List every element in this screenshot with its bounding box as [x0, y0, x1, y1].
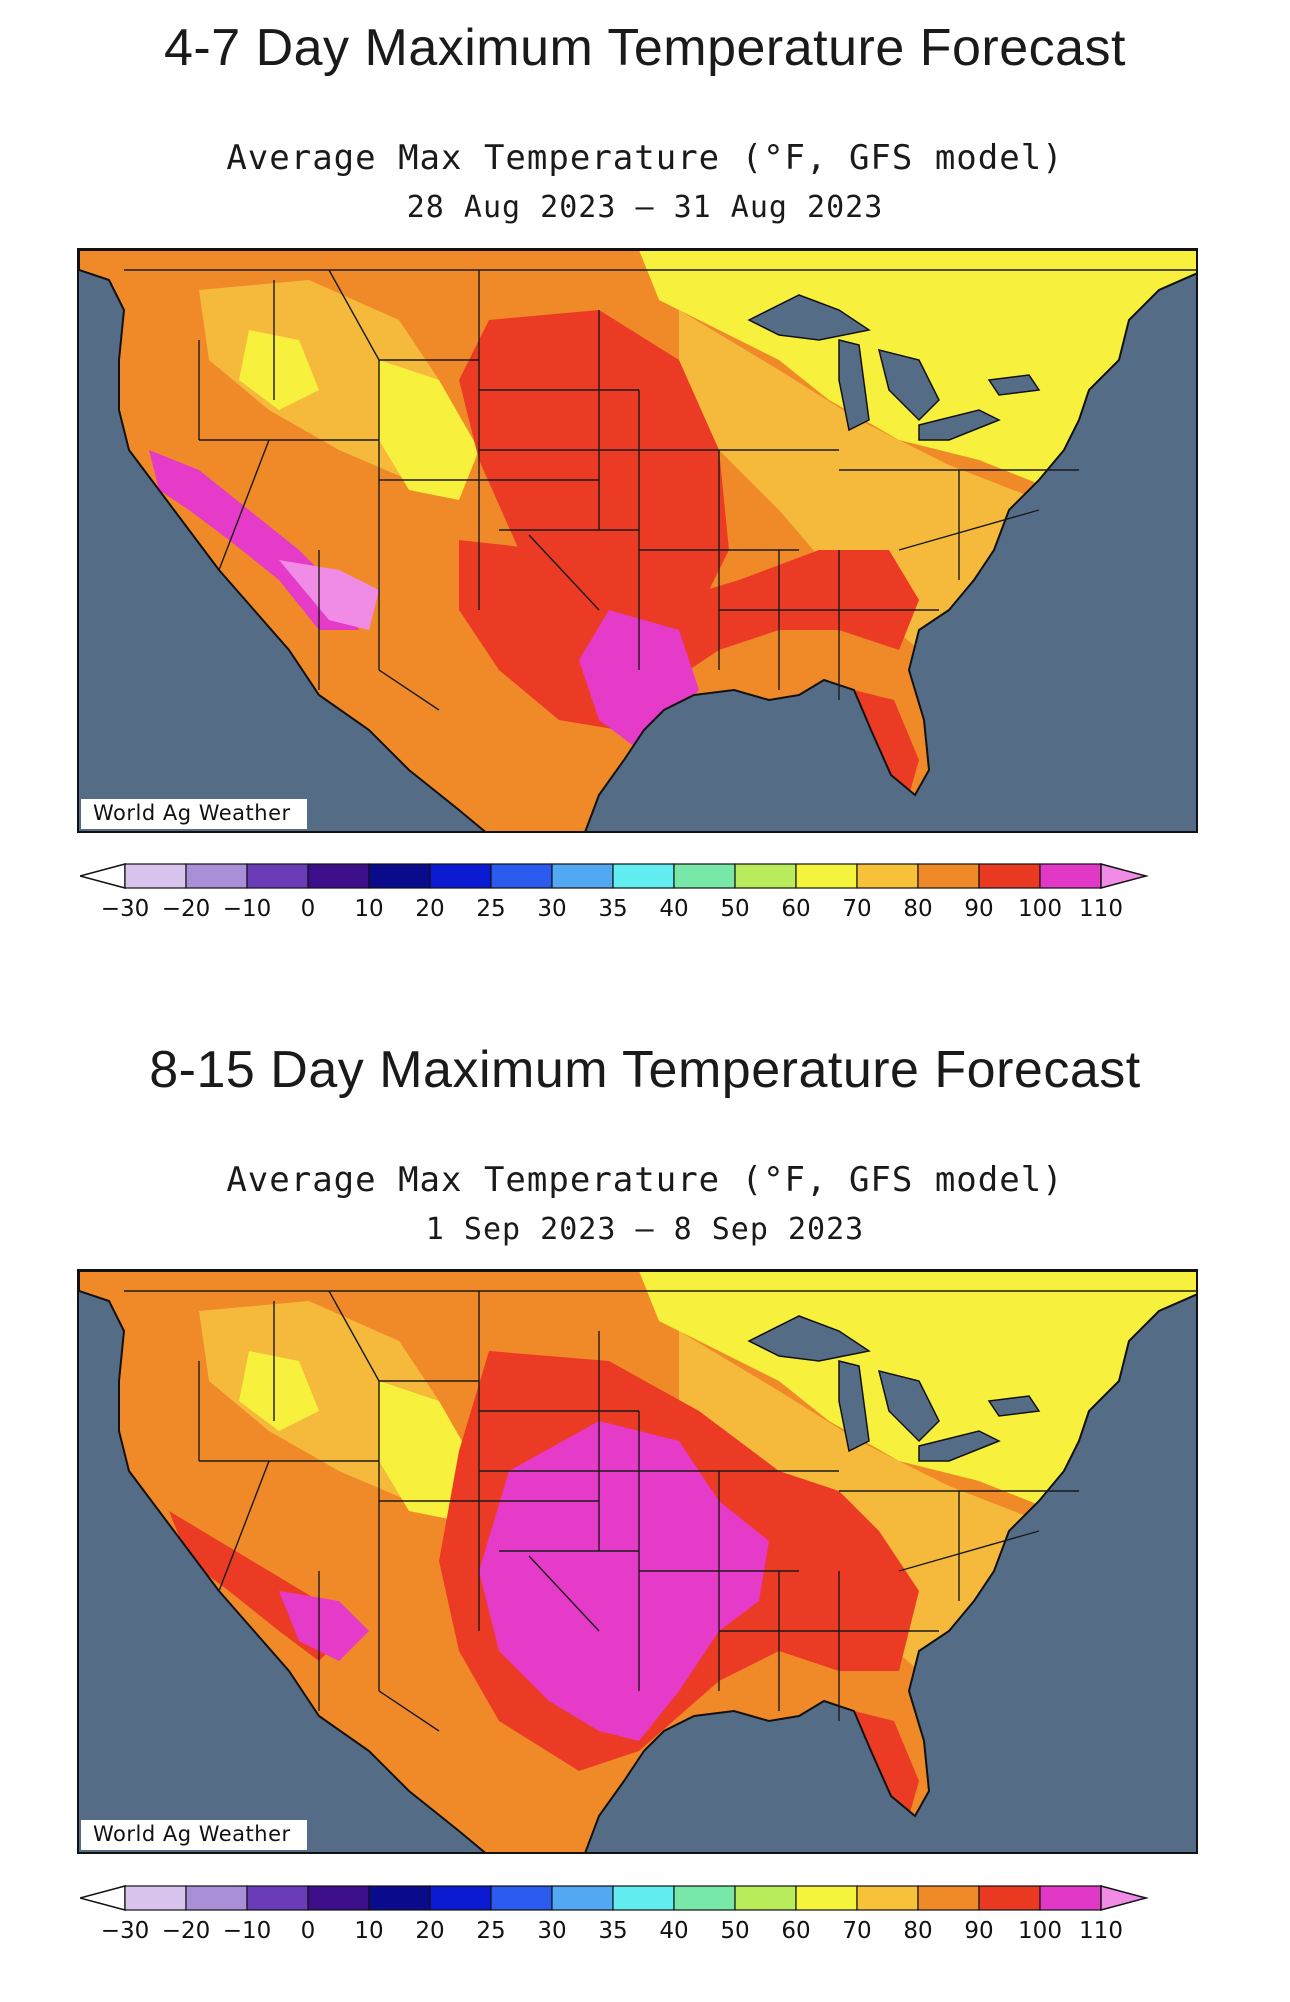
- legend-swatch-8: [552, 1886, 613, 1910]
- map-graphic: [79, 1271, 1198, 1854]
- legend-tick-label: 80: [903, 1918, 932, 1944]
- temperature-map: World Ag Weather: [77, 248, 1198, 833]
- legend-swatch-6: [430, 1886, 491, 1910]
- legend-tick-label: −30: [101, 1918, 150, 1944]
- legend-tick-label: 60: [781, 896, 810, 922]
- color-scale-legend: −30 −20 −10 0 10 20 25 30 35 40 50 60 70 80 90 100 110: [80, 1882, 1200, 1952]
- color-scale-bar: [80, 1882, 1200, 1922]
- legend-swatch-10: [674, 864, 735, 888]
- legend-tick-label: 25: [476, 1918, 505, 1944]
- legend-tick-label: 40: [659, 896, 688, 922]
- legend-swatch-9: [613, 1886, 674, 1910]
- legend-tick-label: 90: [964, 896, 993, 922]
- legend-swatch-9: [613, 864, 674, 888]
- legend-swatch-3: [247, 1886, 308, 1910]
- legend-swatch-13: [857, 864, 918, 888]
- legend-tick-label: 35: [598, 1918, 627, 1944]
- legend-tick-label: 60: [781, 1918, 810, 1944]
- legend-tick-label: 40: [659, 1918, 688, 1944]
- legend-swatch-4: [308, 1886, 369, 1910]
- legend-swatch-15: [979, 864, 1040, 888]
- legend-swatch-16: [1040, 1886, 1101, 1910]
- legend-swatch-2: [186, 1886, 247, 1910]
- color-scale-legend: −30 −20 −10 0 10 20 25 30 35 40 50 60 70 80 90 100 110: [80, 860, 1200, 930]
- legend-tick-label: −20: [162, 896, 211, 922]
- legend-tick-label: −10: [223, 1918, 272, 1944]
- legend-swatch-12: [796, 1886, 857, 1910]
- legend-swatch-16: [1040, 864, 1101, 888]
- legend-swatch-14: [918, 1886, 979, 1910]
- color-scale-bar: [80, 860, 1200, 900]
- legend-tick-label: 100: [1018, 896, 1062, 922]
- legend-tick-label: −30: [101, 896, 150, 922]
- legend-arrow-left: [80, 1886, 125, 1910]
- legend-swatch-4: [308, 864, 369, 888]
- legend-tick-label: −10: [223, 896, 272, 922]
- chart-subtitle: Average Max Temperature (°F, GFS model): [0, 138, 1290, 178]
- legend-tick-label: 20: [415, 1918, 444, 1944]
- forecast-heading: 8-15 Day Maximum Temperature Forecast: [0, 1040, 1290, 1100]
- chart-subtitle: Average Max Temperature (°F, GFS model): [0, 1160, 1290, 1200]
- legend-tick-label: 20: [415, 896, 444, 922]
- legend-tick-label: 30: [537, 896, 566, 922]
- legend-arrow-right: [1101, 864, 1146, 888]
- legend-tick-label: 90: [964, 1918, 993, 1944]
- legend-swatch-15: [979, 1886, 1040, 1910]
- legend-arrow-left: [80, 864, 125, 888]
- legend-tick-label: −20: [162, 1918, 211, 1944]
- legend-swatch-7: [491, 1886, 552, 1910]
- map-graphic: [79, 250, 1198, 833]
- legend-swatch-11: [735, 1886, 796, 1910]
- legend-swatch-13: [857, 1886, 918, 1910]
- legend-swatch-7: [491, 864, 552, 888]
- forecast-heading: 4-7 Day Maximum Temperature Forecast: [0, 18, 1290, 78]
- legend-tick-label: 10: [354, 1918, 383, 1944]
- legend-tick-label: 0: [301, 1918, 316, 1944]
- legend-arrow-right: [1101, 1886, 1146, 1910]
- map-credit-label: World Ag Weather: [81, 799, 307, 829]
- legend-swatch-12: [796, 864, 857, 888]
- legend-tick-label: 0: [301, 896, 316, 922]
- legend-swatch-6: [430, 864, 491, 888]
- legend-tick-label: 25: [476, 896, 505, 922]
- legend-tick-label: 70: [842, 1918, 871, 1944]
- legend-tick-label: 50: [720, 1918, 749, 1944]
- legend-swatch-1: [125, 864, 186, 888]
- map-credit-label: World Ag Weather: [81, 1820, 307, 1850]
- legend-swatch-2: [186, 864, 247, 888]
- legend-tick-label: 80: [903, 896, 932, 922]
- legend-tick-label: 35: [598, 896, 627, 922]
- legend-tick-label: 110: [1079, 896, 1123, 922]
- legend-tick-label: 110: [1079, 1918, 1123, 1944]
- temperature-map: World Ag Weather: [77, 1269, 1198, 1854]
- date-range: 28 Aug 2023 – 31 Aug 2023: [0, 190, 1290, 225]
- legend-swatch-14: [918, 864, 979, 888]
- legend-swatch-5: [369, 864, 430, 888]
- legend-swatch-8: [552, 864, 613, 888]
- date-range: 1 Sep 2023 – 8 Sep 2023: [0, 1212, 1290, 1247]
- legend-swatch-11: [735, 864, 796, 888]
- legend-swatch-5: [369, 1886, 430, 1910]
- legend-tick-label: 30: [537, 1918, 566, 1944]
- legend-swatch-1: [125, 1886, 186, 1910]
- legend-tick-label: 70: [842, 896, 871, 922]
- legend-swatch-10: [674, 1886, 735, 1910]
- legend-swatch-3: [247, 864, 308, 888]
- legend-tick-label: 50: [720, 896, 749, 922]
- legend-tick-label: 10: [354, 896, 383, 922]
- legend-tick-label: 100: [1018, 1918, 1062, 1944]
